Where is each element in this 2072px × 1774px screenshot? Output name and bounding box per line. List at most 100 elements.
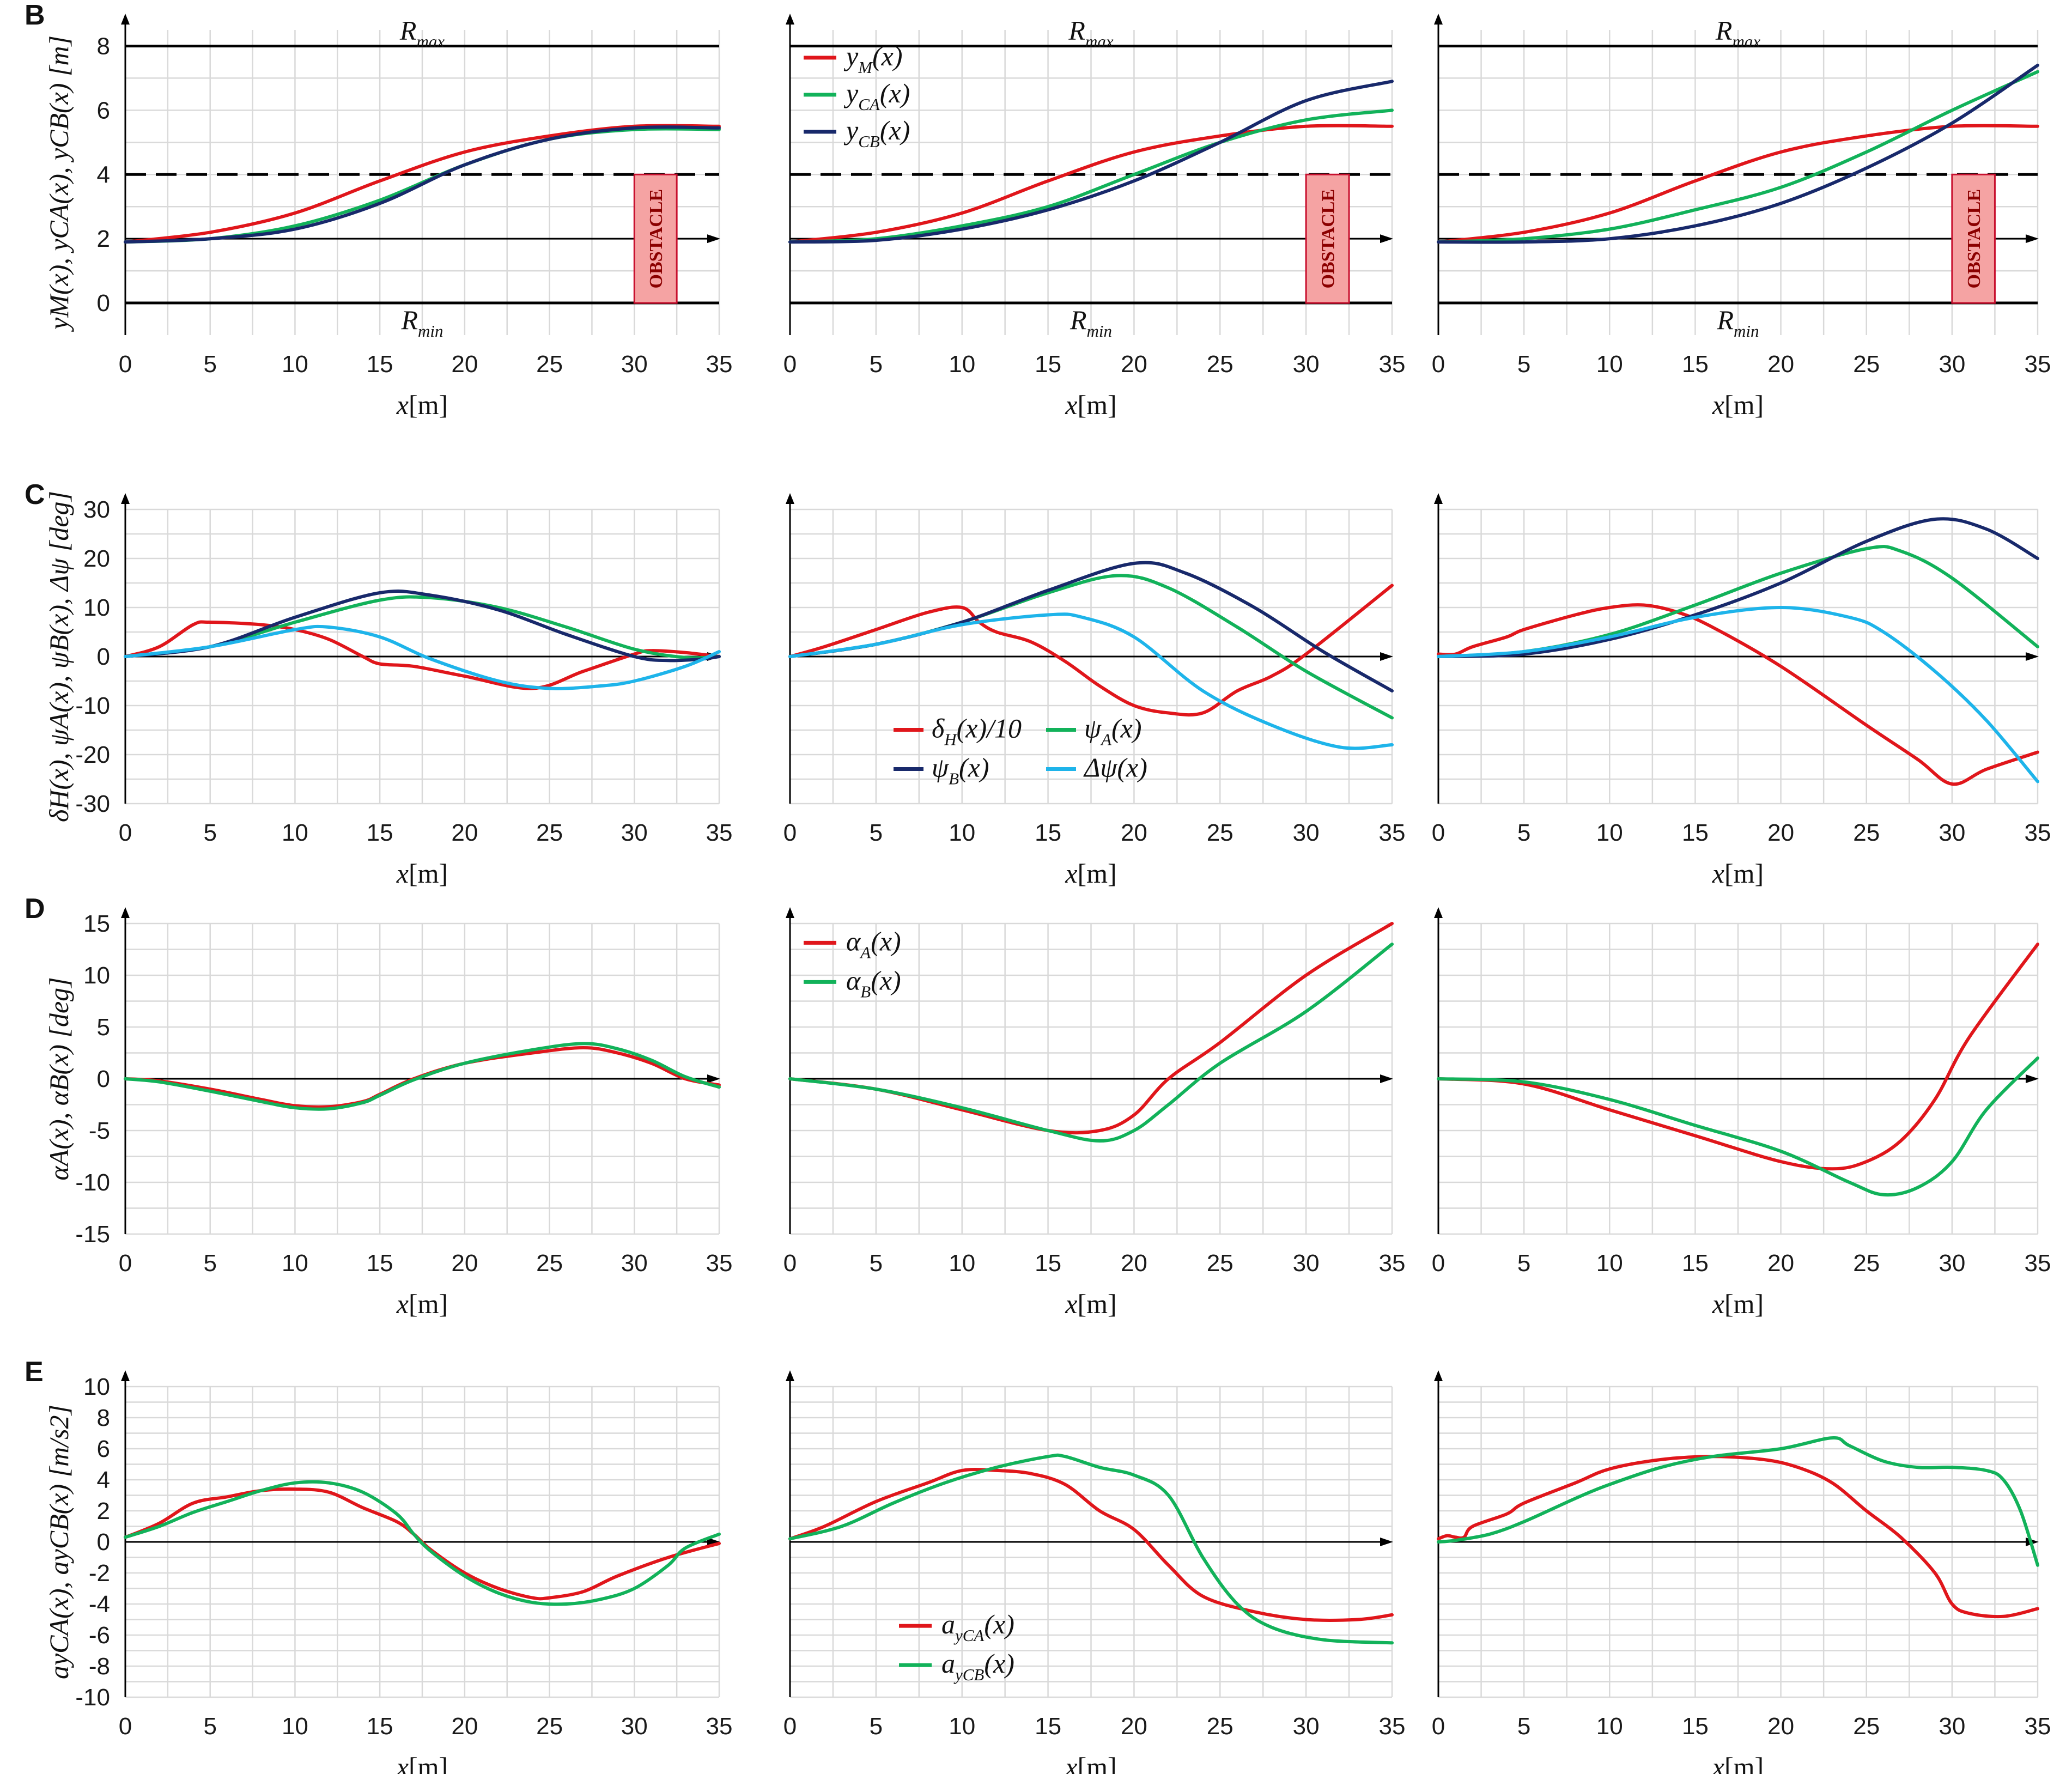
x-tick-label: 0 bbox=[1432, 819, 1445, 846]
x-tick-label: 5 bbox=[203, 1713, 216, 1740]
series-group bbox=[1437, 943, 2039, 1197]
series-line--h-x-10 bbox=[788, 584, 1394, 717]
series-line--h-x-10 bbox=[1437, 603, 2039, 786]
series-group bbox=[788, 922, 1394, 1143]
series-group bbox=[788, 80, 1394, 244]
x-tick-label: 20 bbox=[1767, 1713, 1794, 1740]
x-tick-label: 15 bbox=[1682, 351, 1709, 378]
x-axis-label: x[m] bbox=[396, 1752, 448, 1774]
series-line-yca-x- bbox=[788, 108, 1394, 244]
series-line--x- bbox=[124, 624, 721, 690]
obstacle-box bbox=[1951, 173, 1996, 304]
y-tick-label: 10 bbox=[83, 962, 110, 989]
x-tick-label: 0 bbox=[1432, 351, 1445, 378]
series-line-ycb-x- bbox=[1437, 63, 2039, 244]
panel-letter: C bbox=[25, 479, 45, 511]
panel-letter: E bbox=[25, 1356, 44, 1388]
x-tick-label: 10 bbox=[1596, 819, 1623, 846]
y-tick-label: 15 bbox=[83, 910, 110, 937]
x-tick-label: 25 bbox=[1853, 351, 1880, 378]
x-tick-label: 15 bbox=[1035, 1713, 1061, 1740]
x-tick-label: 35 bbox=[706, 1713, 733, 1740]
y-tick-label: -6 bbox=[89, 1622, 110, 1649]
panel-b-2: 0 5 10 15 20 25 30 35x[m]RmaxRminOBSTACLEyM(x)y… bbox=[783, 14, 1406, 420]
x-axis-label: x[m] bbox=[1712, 390, 1764, 420]
y-axis-arrowhead bbox=[786, 907, 794, 918]
x-tick-label: 15 bbox=[367, 819, 393, 846]
x-tick-label: 25 bbox=[1207, 1250, 1234, 1277]
panel-d-3: 0 5 10 15 20 25 30 35 x[m] bbox=[1432, 907, 2051, 1319]
x-tick-label: 25 bbox=[536, 1250, 563, 1277]
x-axis-label: x[m] bbox=[1065, 858, 1116, 889]
rmin-label: Rmin bbox=[400, 305, 443, 341]
x-tick-label: 25 bbox=[1853, 1250, 1880, 1277]
series-line-aycb-x- bbox=[124, 1480, 721, 1606]
series-line-aycb-x- bbox=[1437, 1436, 2039, 1567]
x-tick-label: 35 bbox=[1379, 351, 1406, 378]
y-axis-arrowhead bbox=[1434, 14, 1443, 25]
series-line-ym-x- bbox=[124, 124, 721, 244]
panel-c-3: 0 5 10 15 20 25 30 35 x[m] bbox=[1432, 493, 2051, 889]
x-tick-label: 25 bbox=[1853, 819, 1880, 846]
panel-e-3: 0 5 10 15 20 25 30 35 x[m] bbox=[1432, 1370, 2051, 1774]
gridlines bbox=[789, 30, 1393, 335]
y-tick-label: -20 bbox=[75, 742, 110, 768]
x-tick-label: 25 bbox=[536, 351, 563, 378]
x-tick-label: 35 bbox=[2025, 351, 2051, 378]
y-tick-label: -10 bbox=[75, 692, 110, 719]
obstacle-label: OBSTACLE bbox=[1964, 189, 1984, 289]
legend: αA(x)αB(x) bbox=[804, 926, 901, 1001]
x-tick-label: 35 bbox=[1379, 819, 1406, 846]
x-tick-label: 10 bbox=[1596, 351, 1623, 378]
x-tick-label: 10 bbox=[1596, 1250, 1623, 1277]
x-tick-label: 25 bbox=[536, 819, 563, 846]
y-axis-arrowhead bbox=[1434, 493, 1443, 504]
series-line--h-x-10 bbox=[124, 620, 721, 690]
series-line-ym-x- bbox=[788, 124, 1394, 244]
x-tick-label: 15 bbox=[1682, 819, 1709, 846]
x-tick-label: 10 bbox=[282, 1250, 308, 1277]
x-tick-label: 25 bbox=[1207, 819, 1234, 846]
y-tick-label: -30 bbox=[75, 791, 110, 817]
x-axis-label: x[m] bbox=[1712, 1752, 1764, 1774]
x-axis-arrowhead bbox=[707, 234, 720, 244]
x-tick-label: 35 bbox=[706, 819, 733, 846]
legend-label: δH(x)/10 bbox=[932, 713, 1022, 749]
x-axis-arrowhead bbox=[707, 1074, 720, 1083]
y-tick-label: 6 bbox=[97, 1436, 110, 1462]
y-tick-label: -15 bbox=[75, 1221, 110, 1248]
rmax-label: Rmax bbox=[399, 15, 445, 51]
y-axis-arrowhead bbox=[121, 493, 130, 504]
obstacle-label: OBSTACLE bbox=[1318, 189, 1339, 289]
x-axis-arrowhead bbox=[1380, 1074, 1393, 1083]
x-tick-label: 35 bbox=[706, 351, 733, 378]
series-group bbox=[1437, 517, 2039, 786]
x-tick-label: 0 bbox=[1432, 1250, 1445, 1277]
y-tick-label: 0 bbox=[97, 643, 110, 670]
y-axis-label: ayCA(x), ayCB(x) [m/s2] bbox=[44, 1405, 74, 1679]
x-axis-label: x[m] bbox=[396, 858, 448, 889]
obstacle-label: OBSTACLE bbox=[646, 189, 666, 289]
y-tick-label: 2 bbox=[97, 226, 110, 252]
x-tick-label: 35 bbox=[2025, 1713, 2051, 1740]
x-tick-label: 5 bbox=[870, 819, 883, 846]
x-tick-label: 10 bbox=[949, 819, 975, 846]
series-group bbox=[788, 1453, 1394, 1645]
x-tick-label: 30 bbox=[621, 351, 648, 378]
y-axis-arrowhead bbox=[1434, 1370, 1443, 1381]
y-tick-label: 2 bbox=[97, 1498, 110, 1524]
rmax-label: Rmax bbox=[1715, 15, 1760, 51]
x-axis-label: x[m] bbox=[396, 390, 448, 420]
series-line-ayca-x- bbox=[788, 1467, 1394, 1622]
x-axis-arrowhead bbox=[1380, 1538, 1393, 1546]
series-line--b-x- bbox=[1437, 517, 2039, 658]
x-tick-label: 35 bbox=[1379, 1713, 1406, 1740]
x-tick-label: 30 bbox=[1939, 1250, 1965, 1277]
x-tick-label: 10 bbox=[949, 351, 975, 378]
x-tick-label: 25 bbox=[1853, 1713, 1880, 1740]
x-tick-label: 30 bbox=[1293, 1250, 1320, 1277]
x-tick-label: 15 bbox=[367, 1713, 393, 1740]
x-tick-label: 15 bbox=[1035, 1250, 1061, 1277]
y-tick-label: 4 bbox=[97, 161, 110, 188]
